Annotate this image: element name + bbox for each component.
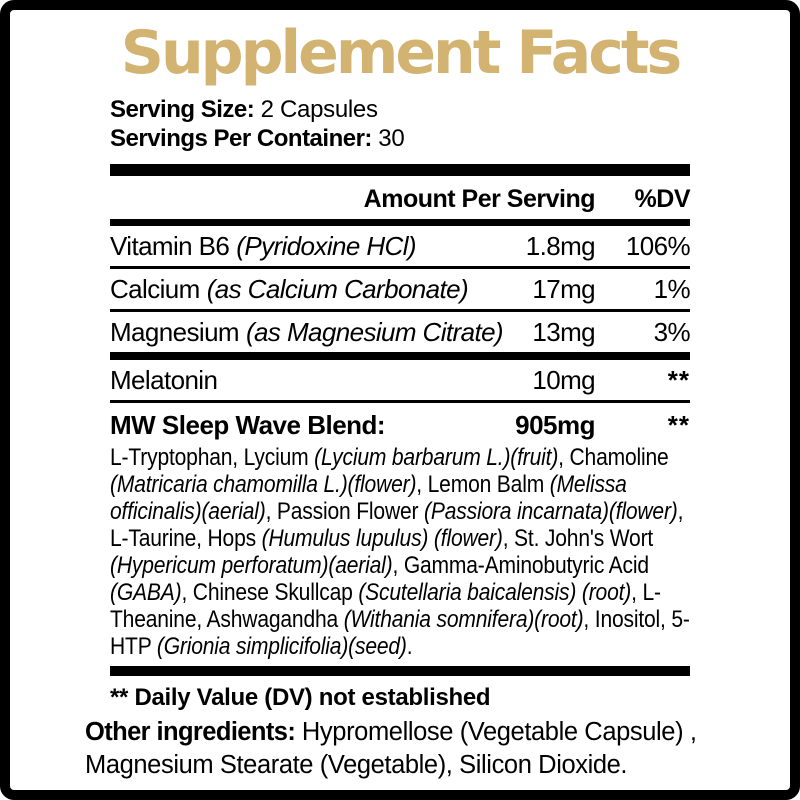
nutrient-amount: 13mg [532, 317, 595, 348]
table-row-magnesium: Magnesium (as Magnesium Citrate) 13mg 3% [110, 312, 691, 361]
nutrient-note: (Pyridoxine HCl) [236, 231, 416, 262]
serving-size-value: 2 Capsules [254, 96, 378, 124]
blend-name: MW Sleep Wave Blend: [110, 410, 386, 441]
nutrient-name: Vitamin B6 (Pyridoxine HCl) [110, 231, 526, 262]
table-header-row: Amount Per Serving %DV [110, 176, 691, 219]
ingredient-text: , L-Taurine, Hops [110, 498, 684, 553]
ingredient-text: , St. John's Wort [502, 525, 654, 553]
servings-per-container-line: Servings Per Container: 30 [110, 124, 690, 153]
ingredient-text: . [406, 633, 413, 661]
nutrient-amount: 17mg [532, 274, 595, 305]
nutrient-dv: ** [667, 365, 690, 396]
other-ingredients-label: Other ingredients: [85, 718, 296, 746]
blend-amount: 905mg [515, 410, 595, 441]
servings-per-container-value: 30 [371, 125, 405, 153]
daily-value-footnote: ** Daily Value (DV) not established [110, 684, 491, 712]
ingredient-botanical-name: (Scutellaria baicalensis) (root) [358, 579, 632, 607]
table-row-melatonin: Melatonin 10mg ** [110, 360, 690, 404]
nutrient-amount: 1.8mg [525, 231, 596, 262]
nutrient-dv: 1% [653, 274, 691, 305]
ingredient-botanical-name: (Hypericum perforatum)(aerial) [110, 552, 393, 580]
serving-size-label: Serving Size: [110, 96, 255, 124]
divider-thick-bottom [110, 666, 690, 677]
blend-ingredients-paragraph: L-Tryptophan, Lycium (Lycium barbarum L.… [110, 444, 691, 660]
nutrient-dv: 106% [625, 231, 691, 262]
ingredient-text: , Lemon Balm [416, 471, 550, 499]
ingredient-text: , Chinese Skullcap [181, 579, 359, 607]
nutrient-name: Magnesium (as Magnesium Citrate) [110, 317, 532, 348]
nutrient-note: (as Magnesium Citrate) [246, 317, 504, 348]
ingredient-botanical-name: (Withania somnifera)(root) [343, 606, 584, 634]
nutrient-name-text: Calcium [110, 274, 200, 305]
nutrient-note: (as Calcium Carbonate) [206, 274, 469, 305]
blend-header-row: MW Sleep Wave Blend: 905mg ** [110, 403, 690, 442]
ingredient-botanical-name: (GABA) [110, 579, 182, 607]
ingredient-text: , Chamoline [558, 444, 669, 472]
nutrient-name-text: Vitamin B6 [110, 231, 230, 262]
ingredient-text: , L-Theanine, Ashwagandha [110, 579, 661, 634]
divider-under-header [110, 219, 690, 227]
ingredient-botanical-name: (Matricaria chamomilla L.)(flower) [110, 471, 417, 499]
divider-thick-top [110, 164, 690, 177]
table-row-calcium: Calcium (as Calcium Carbonate) 17mg 1% [110, 269, 691, 313]
table-row-vitamin-b6: Vitamin B6 (Pyridoxine HCl) 1.8mg 106% [110, 226, 691, 270]
servings-per-container-label: Servings Per Container: [110, 125, 372, 153]
nutrient-name: Calcium (as Calcium Carbonate) [110, 274, 532, 305]
serving-info: Serving Size: 2 Capsules Servings Per Co… [110, 95, 690, 153]
ingredient-botanical-name: (Grionia simplicifolia)(seed) [156, 633, 407, 661]
header-amount-per-serving: Amount Per Serving [363, 185, 596, 214]
supplement-facts-panel: Supplement Facts Serving Size: 2 Capsule… [110, 0, 691, 712]
other-ingredients: Other ingredients: Hypromellose (Vegetab… [85, 716, 737, 782]
other-ingredients-value: Hypromellose (Vegetable Capsule) , Magne… [85, 718, 697, 779]
nutrient-name-text: Melatonin [110, 365, 218, 396]
serving-size-line: Serving Size: 2 Capsules [110, 95, 690, 124]
blend-dv: ** [667, 410, 690, 441]
ingredient-botanical-name: (Humulus lupulus) (flower) [261, 525, 503, 553]
nutrient-name: Melatonin [110, 365, 532, 396]
header-percent-dv: %DV [634, 185, 691, 214]
nutrient-name-text: Magnesium [110, 317, 240, 348]
ingredient-text: L-Tryptophan, Lycium [110, 444, 315, 472]
ingredient-botanical-name: (Lycium barbarum L.)(fruit) [314, 444, 559, 472]
ingredient-botanical-name: (Passiora incarnata)(flower) [424, 498, 678, 526]
nutrient-amount: 10mg [532, 365, 595, 396]
ingredient-text: , Passion Flower [265, 498, 425, 526]
nutrient-dv: 3% [653, 317, 691, 348]
panel-title: Supplement Facts [120, 18, 683, 88]
ingredient-botanical-name: (Melissa officinalis)(aerial) [110, 471, 627, 526]
ingredient-text: , Inositol, 5-HTP [110, 606, 690, 661]
ingredient-text: , Gamma-Aminobutyric Acid [392, 552, 649, 580]
